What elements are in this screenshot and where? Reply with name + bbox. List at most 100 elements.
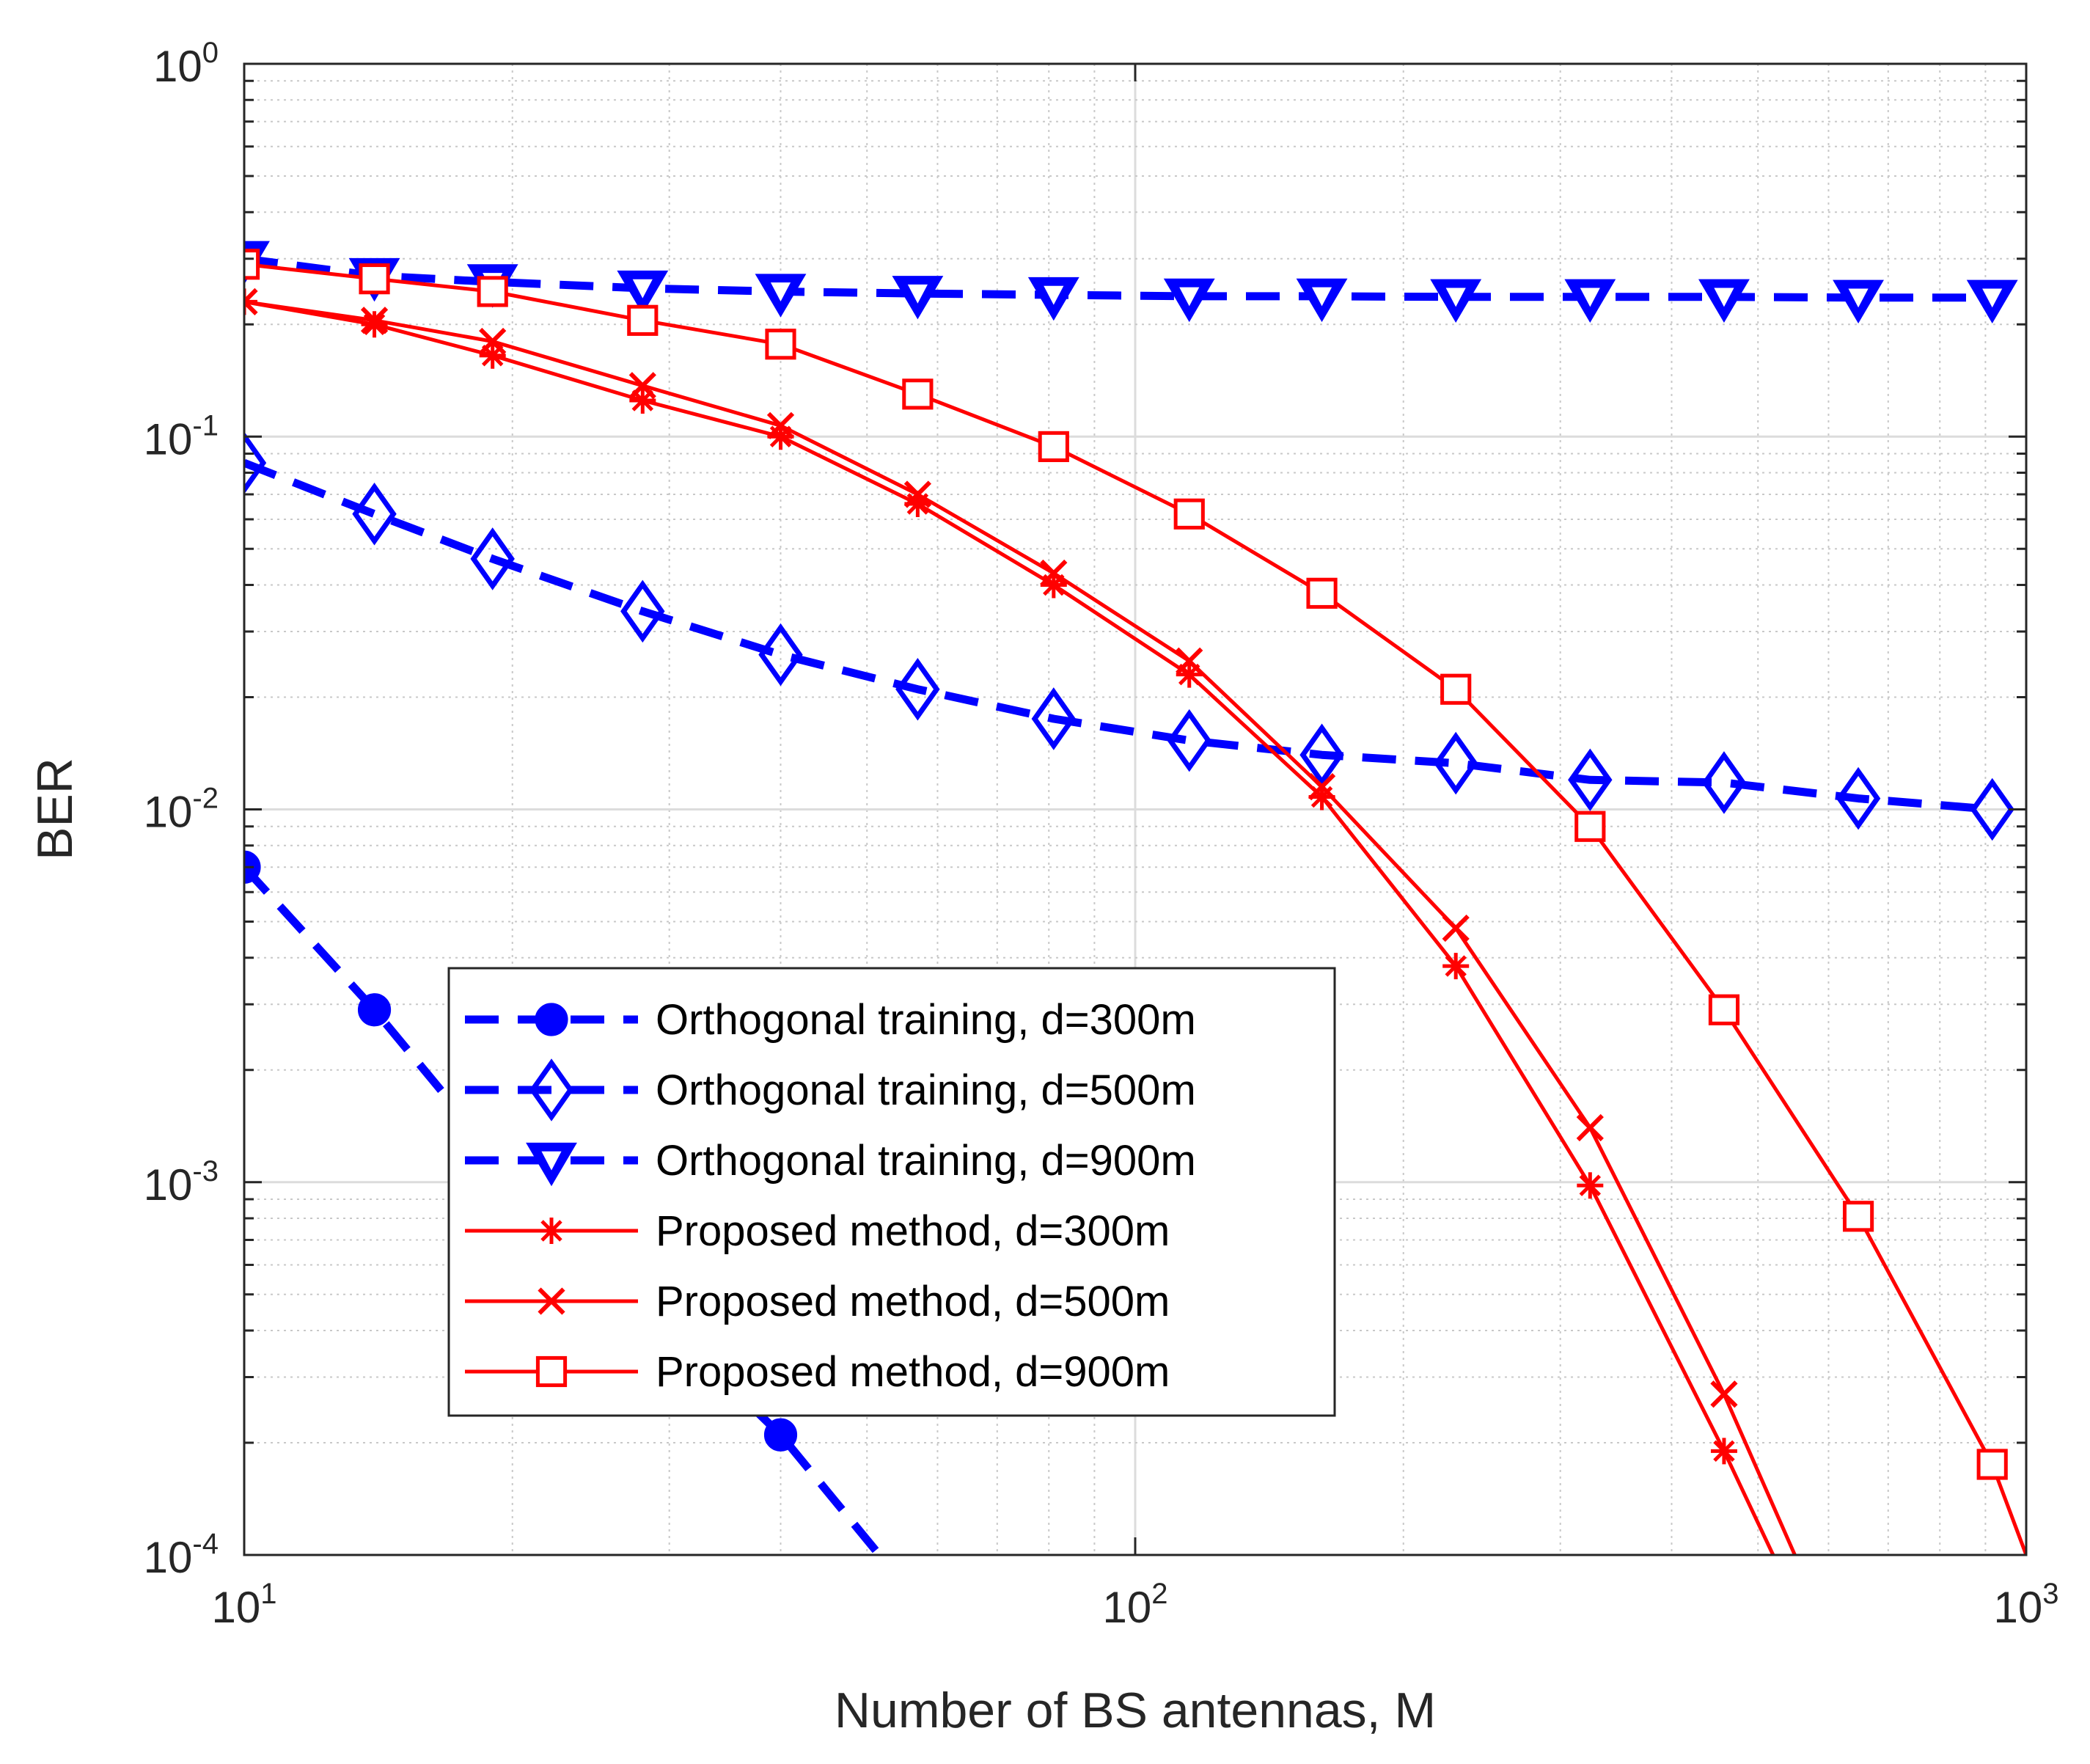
series-4 [244, 288, 1775, 1555]
triangle-marker-inner [1982, 288, 2003, 308]
data-point [479, 342, 506, 369]
data-point [244, 288, 258, 316]
data-point [535, 1355, 568, 1388]
data-point [535, 1003, 568, 1036]
data-point [1440, 673, 1472, 705]
data-point [903, 480, 932, 508]
data-point [1176, 661, 1203, 688]
data-point [1038, 431, 1069, 463]
legend-entry: Orthogonal training, d=900m [465, 1137, 1196, 1187]
legend-label: Proposed method, d=900m [656, 1348, 1170, 1396]
data-point [244, 431, 267, 494]
series-line [244, 458, 1993, 813]
data-point [470, 527, 515, 590]
data-point [1031, 687, 1077, 750]
data-point [1577, 1172, 1604, 1199]
legend-label: Orthogonal training, d=900m [656, 1137, 1196, 1185]
triangle-marker-inner [907, 284, 928, 304]
triangle-marker-inner [1179, 287, 1200, 307]
data-point [1574, 810, 1606, 842]
data-point [765, 329, 796, 360]
data-point [1173, 498, 1205, 530]
data-point [1442, 953, 1470, 980]
data-point [758, 623, 803, 687]
data-point [1710, 1380, 1738, 1408]
data-point [767, 423, 794, 450]
data-point [895, 657, 940, 721]
data-point [629, 387, 656, 414]
data-point [529, 1058, 574, 1121]
data-point [1163, 278, 1215, 323]
triangle-marker-inner [1580, 288, 1600, 307]
data-point [1842, 1201, 1874, 1232]
data-point [1308, 783, 1335, 810]
data-point [1970, 777, 2014, 841]
data-point [538, 1218, 565, 1244]
data-point [1564, 279, 1616, 323]
y-tick-label: 100 [153, 37, 219, 91]
data-point [1296, 278, 1348, 323]
triangle-marker-inner [541, 1151, 562, 1171]
legend-entry: Proposed method, d=300m [465, 1207, 1170, 1255]
data-point [628, 372, 656, 400]
legend-entry: Orthogonal training, d=500m [465, 1058, 1196, 1121]
data-point [1040, 571, 1067, 599]
data-point [359, 263, 390, 295]
legend-entry: Proposed method, d=500m [465, 1278, 1170, 1325]
data-point [1568, 748, 1613, 812]
legend-label: Proposed method, d=500m [656, 1278, 1170, 1325]
data-point [1708, 994, 1740, 1025]
triangle-marker-inner [1445, 288, 1466, 307]
data-point [1430, 279, 1482, 323]
data-point [617, 270, 669, 315]
y-tick-label: 10-3 [144, 1155, 219, 1209]
x-tick-label: 101 [212, 1578, 277, 1632]
data-point [1833, 279, 1884, 323]
data-point [1576, 1113, 1604, 1142]
y-axis-label: BER [27, 758, 83, 860]
data-point [479, 327, 507, 356]
legend-entry: Proposed method, d=900m [465, 1348, 1170, 1396]
series-line [244, 255, 1992, 302]
tick-labels: 101 102 103 100 10-1 10-2 10-3 10-4 [144, 37, 2059, 1632]
data-point [1433, 731, 1478, 795]
data-point [361, 311, 388, 338]
legend: Orthogonal training, d=300m Orthogonal tr… [447, 967, 1336, 1417]
legend-label: Orthogonal training, d=300m [656, 996, 1196, 1044]
data-point [627, 304, 659, 336]
series-5 [244, 288, 1797, 1555]
data-point [352, 482, 397, 546]
x-tick-label: 103 [1994, 1578, 2059, 1632]
data-point [766, 411, 795, 439]
triangle-marker-inner [1714, 288, 1734, 307]
data-point [755, 274, 807, 318]
data-point [357, 993, 392, 1027]
data-point [892, 276, 944, 320]
data-point [1167, 709, 1211, 772]
data-point [763, 1418, 798, 1452]
data-point [1442, 914, 1470, 943]
data-point [538, 1287, 565, 1315]
legend-label: Proposed method, d=300m [656, 1207, 1170, 1255]
data-point [1836, 766, 1881, 830]
data-point [477, 276, 508, 307]
data-point [1966, 279, 2018, 323]
data-point [1698, 279, 1750, 323]
data-point [1306, 577, 1338, 609]
triangle-marker-inner [1044, 285, 1064, 305]
y-tick-label: 10-1 [144, 409, 219, 464]
triangle-marker-inner [1848, 288, 1869, 308]
y-tick-label: 10-4 [144, 1528, 219, 1582]
triangle-marker-inner [770, 282, 791, 302]
series-2 [244, 431, 2014, 841]
data-point [620, 579, 665, 643]
data-point [1976, 1449, 2008, 1480]
data-point [526, 1142, 577, 1187]
data-point [1701, 751, 1747, 814]
series-6 [244, 249, 2026, 1555]
data-point [1710, 1438, 1737, 1465]
legend-label: Orthogonal training, d=500m [656, 1066, 1196, 1114]
legend-box [447, 967, 1336, 1417]
data-point [360, 307, 389, 334]
